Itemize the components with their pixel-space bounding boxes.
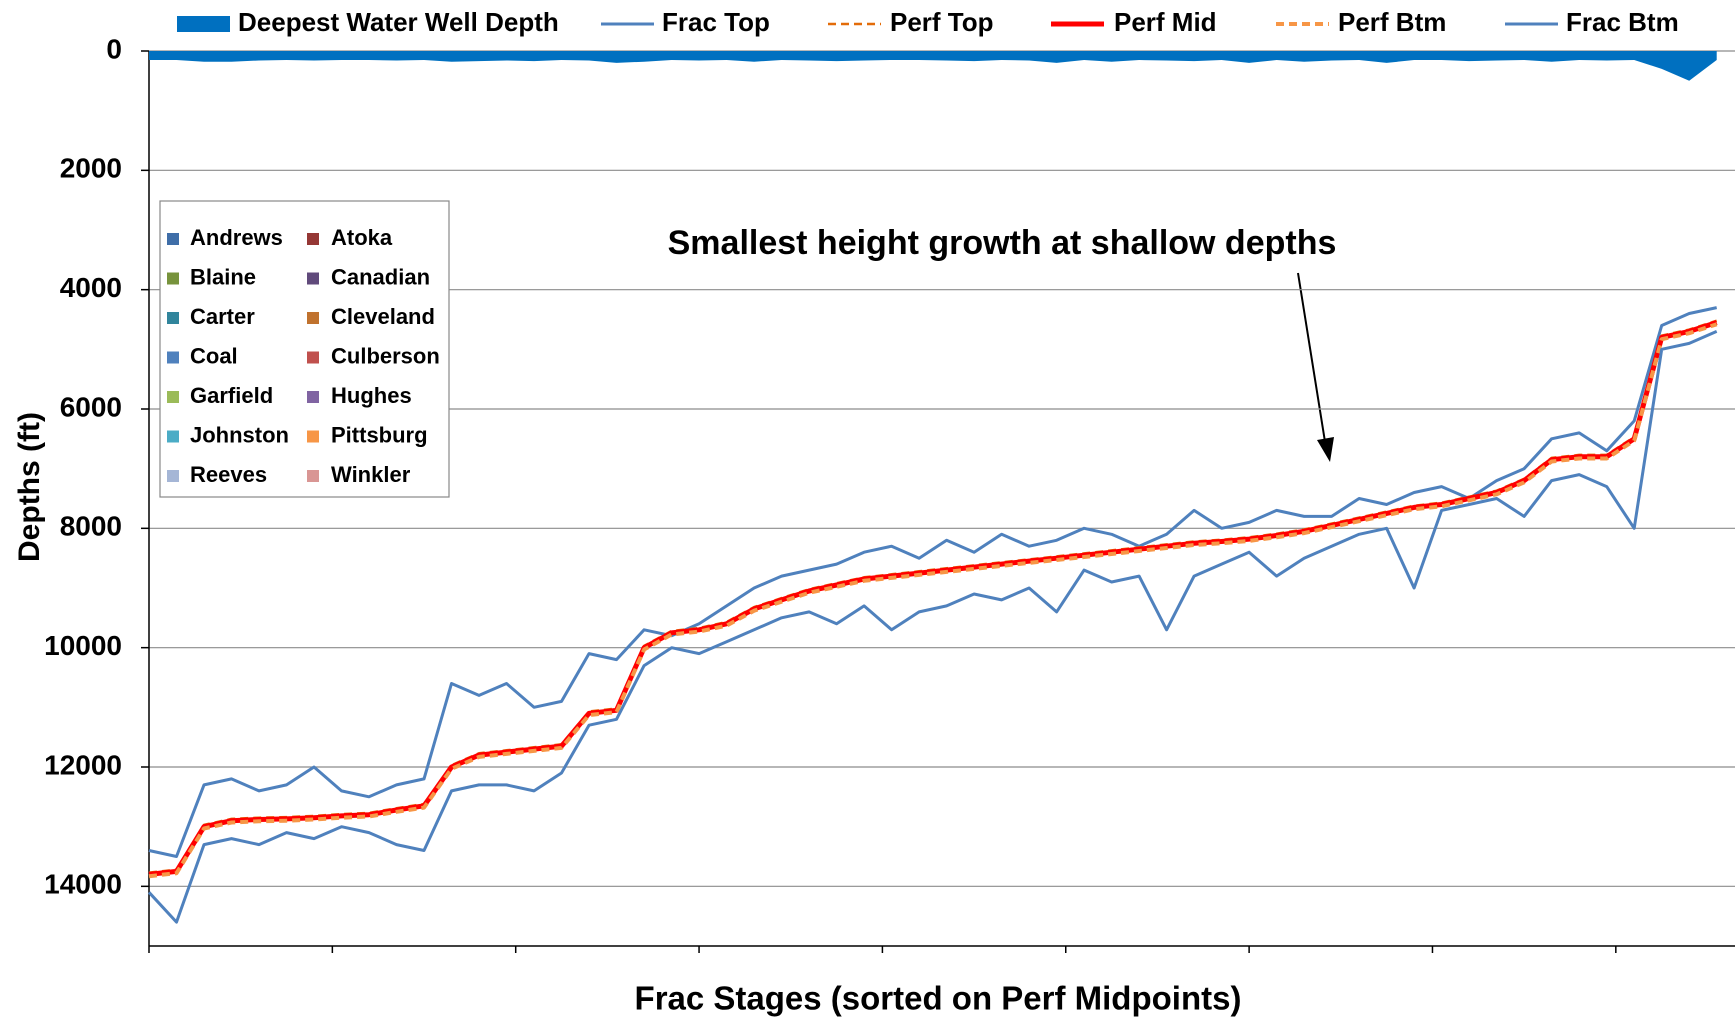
legend-label: Frac Top	[662, 7, 770, 37]
county-swatch	[167, 391, 179, 403]
line	[148, 306, 1718, 858]
county-swatch	[167, 233, 179, 245]
county-swatch	[307, 272, 319, 285]
line	[148, 322, 1718, 879]
y-tick-label: 12000	[44, 749, 122, 780]
annotation-arrow	[1297, 272, 1327, 449]
county-label: Reeves	[190, 462, 267, 487]
legend-label: Deepest Water Well Depth	[238, 7, 559, 37]
county-label: Blaine	[190, 264, 256, 289]
county-swatch	[167, 470, 179, 482]
arrow-head	[1317, 437, 1334, 462]
legend-label: Perf Top	[890, 7, 994, 37]
y-tick-label: 10000	[44, 630, 122, 661]
county-swatch	[307, 470, 319, 482]
legend-label: Perf Mid	[1114, 7, 1217, 37]
county-swatch	[307, 391, 319, 403]
y-tick-label: 0	[106, 33, 122, 64]
county-swatch	[307, 351, 319, 364]
y-tick-label: 14000	[44, 869, 122, 900]
y-tick-label: 6000	[60, 391, 122, 422]
county-label: Winkler	[331, 462, 411, 487]
y-axis-label: Depths (ft)	[13, 412, 46, 562]
y-tick-label: 8000	[60, 511, 122, 542]
legend-label: Perf Btm	[1338, 7, 1446, 37]
county-swatch	[167, 272, 179, 285]
county-swatch	[307, 430, 319, 443]
annotation: Smallest height growth at shallow depths	[668, 224, 1337, 262]
county-label: Coal	[190, 343, 238, 368]
county-label: Atoka	[331, 225, 393, 250]
area	[149, 51, 1717, 81]
county-label: Johnston	[190, 422, 289, 447]
county-legend-box	[159, 200, 450, 498]
county-label: Andrews	[190, 225, 283, 250]
county-label: Canadian	[331, 264, 430, 289]
county-label: Culberson	[331, 343, 440, 368]
county-swatch	[307, 233, 319, 245]
county-label: Hughes	[331, 383, 412, 408]
county-swatch	[167, 430, 179, 443]
county-label: Cleveland	[331, 304, 435, 329]
y-tick-label: 2000	[60, 153, 122, 184]
county-label: Pittsburg	[331, 422, 428, 447]
county-swatch	[167, 351, 179, 364]
y-tick-label: 4000	[60, 272, 122, 303]
county-swatch	[307, 312, 319, 324]
legend-swatch	[177, 16, 230, 32]
county-label: Carter	[190, 304, 255, 329]
legend-label: Frac Btm	[1566, 7, 1679, 37]
x-axis-label: Frac Stages (sorted on Perf Midpoints)	[635, 980, 1242, 1017]
county-swatch	[167, 312, 179, 324]
line	[147, 330, 1718, 924]
county-label: Garfield	[190, 383, 273, 408]
